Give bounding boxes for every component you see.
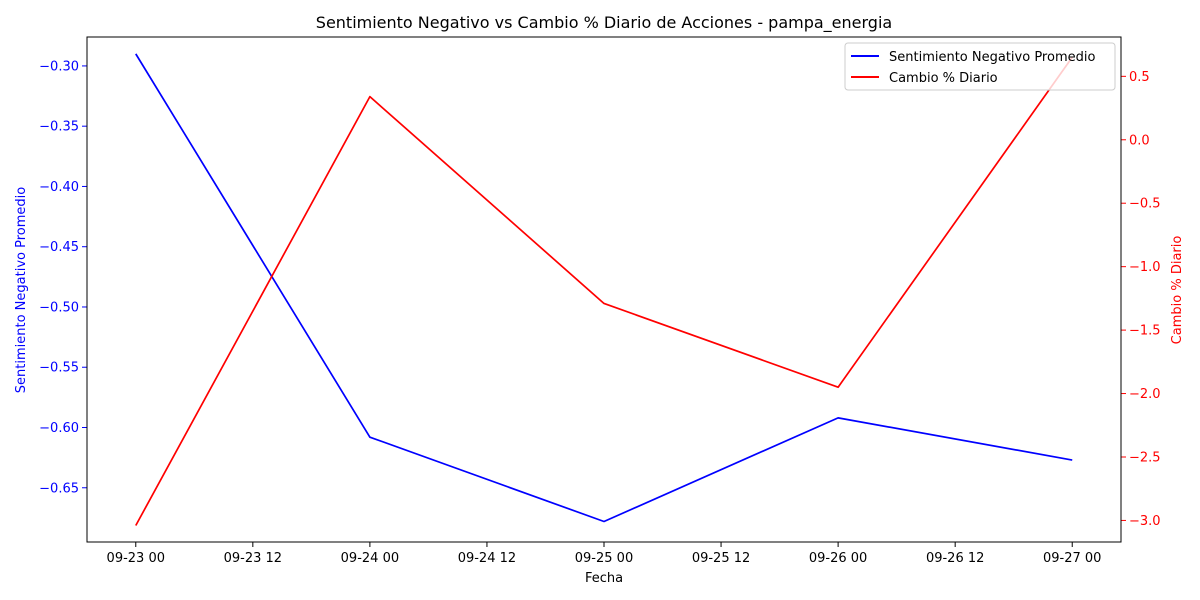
y-right-tick-label: −1.0 [1129, 260, 1161, 275]
y-left-tick-label: −0.30 [39, 59, 79, 74]
series-line-daily-change [135, 56, 1073, 526]
chart-title: Sentimiento Negativo vs Cambio % Diario … [316, 13, 892, 33]
series-line-negative-sentiment [135, 53, 1073, 523]
plot-frame [86, 36, 1122, 543]
y-right-tick-label: −2.0 [1129, 387, 1161, 402]
x-tick-label: 09-24 00 [341, 551, 399, 566]
y-right-tick-label: −1.5 [1129, 324, 1161, 339]
y-left-tick-label: −0.40 [39, 180, 79, 195]
y-left-tick-label: −0.45 [39, 240, 79, 255]
legend-label-negative-sentiment: Sentimiento Negativo Promedio [889, 50, 1095, 65]
x-tick-label: 09-25 00 [575, 551, 633, 566]
x-tick-label: 09-25 12 [692, 551, 750, 566]
y-right-axis-ticks: 0.5 0.0 −0.5 −1.0 −1.5 −2.0 −2.5 −3.0 [1121, 70, 1161, 529]
x-axis-ticks: 09-23 00 09-23 12 09-24 00 09-24 12 09-25 00… [107, 542, 1101, 566]
x-tick-label: 09-24 12 [458, 551, 516, 566]
y-right-tick-label: −0.5 [1129, 197, 1161, 212]
legend: Sentimiento Negativo Promedio Cambio % D… [844, 42, 1116, 91]
y-left-tick-label: −0.50 [39, 300, 79, 315]
y-right-tick-label: −2.5 [1129, 450, 1161, 465]
y-right-axis-label: Cambio % Diario [1170, 236, 1185, 345]
x-tick-label: 09-27 00 [1043, 551, 1101, 566]
x-tick-label: 09-23 00 [107, 551, 165, 566]
x-tick-label: 09-23 12 [224, 551, 282, 566]
series-lines [135, 53, 1073, 526]
y-left-axis-label: Sentimiento Negativo Promedio [14, 187, 29, 393]
x-axis-label: Fecha [585, 571, 623, 586]
y-left-tick-label: −0.55 [39, 361, 79, 376]
y-right-tick-label: 0.0 [1129, 133, 1150, 148]
y-left-tick-label: −0.65 [39, 481, 79, 496]
y-left-axis-ticks: −0.30 −0.35 −0.40 −0.45 −0.50 −0.55 −0.60 −0.65 [39, 59, 87, 496]
y-left-tick-label: −0.35 [39, 120, 79, 135]
y-right-tick-label: 0.5 [1129, 70, 1150, 85]
x-tick-label: 09-26 00 [809, 551, 867, 566]
x-tick-label: 09-26 12 [926, 551, 984, 566]
y-left-tick-label: −0.60 [39, 421, 79, 436]
y-right-tick-label: −3.0 [1129, 514, 1161, 529]
legend-box [844, 42, 1116, 91]
legend-label-daily-change: Cambio % Diario [889, 71, 998, 86]
plot-area [87, 37, 1121, 542]
